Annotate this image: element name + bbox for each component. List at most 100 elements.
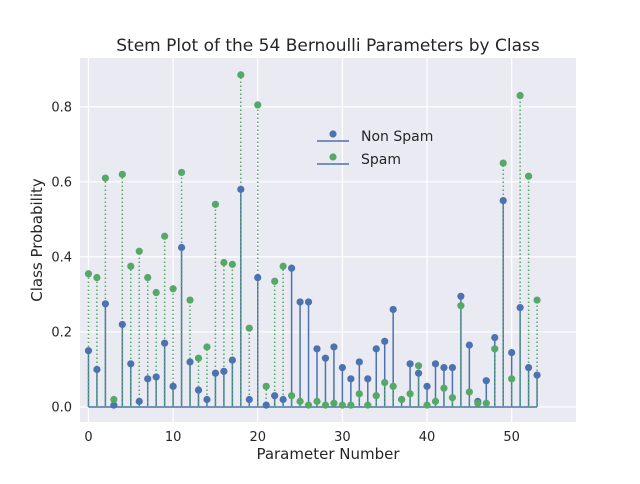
- spam-marker: [288, 392, 296, 400]
- spam-marker: [93, 273, 101, 282]
- x-tick-label: 30: [334, 430, 351, 445]
- y-axis-label: Class Probability: [28, 178, 46, 302]
- spam-marker: [465, 388, 473, 396]
- non-spam-marker: [211, 369, 220, 377]
- spam-marker: [304, 401, 313, 409]
- spam-marker: [516, 91, 524, 100]
- non-spam-marker: [338, 363, 346, 372]
- non-spam-marker: [186, 358, 194, 366]
- non-spam-marker: [304, 298, 313, 306]
- spam-marker: [211, 200, 220, 208]
- non-spam-marker: [84, 347, 93, 355]
- non-spam-marker: [262, 401, 270, 409]
- spam-marker: [508, 375, 516, 383]
- non-spam-marker: [381, 337, 389, 345]
- y-tick-label: 0.8: [51, 100, 72, 115]
- non-spam-marker: [152, 373, 160, 381]
- non-spam-marker: [135, 397, 143, 405]
- x-tick-label: 20: [249, 430, 266, 445]
- spam-marker: [355, 390, 363, 398]
- y-tick-label: 0.0: [51, 400, 72, 415]
- x-tick-label: 50: [503, 430, 520, 445]
- spam-marker: [152, 288, 160, 297]
- spam-marker: [161, 232, 169, 240]
- non-spam-marker: [347, 375, 355, 383]
- spam-marker: [491, 345, 499, 353]
- non-spam-marker: [177, 243, 186, 252]
- non-spam-marker: [161, 339, 169, 347]
- non-spam-marker: [288, 264, 296, 272]
- spam-marker: [499, 159, 507, 167]
- non-spam-marker: [414, 369, 423, 377]
- non-spam-marker: [321, 354, 330, 362]
- spam-marker: [84, 270, 93, 278]
- spam-marker: [118, 170, 126, 178]
- spam-marker: [110, 395, 118, 404]
- y-tick-label: 0.2: [51, 325, 72, 340]
- non-spam-marker: [465, 341, 473, 349]
- non-spam-marker: [457, 292, 465, 300]
- spam-marker: [347, 401, 355, 409]
- x-tick-label: 0: [84, 430, 92, 445]
- spam-marker: [262, 382, 270, 390]
- ticks-layer: 0 10 20 30 40 50 0.0 0.2 0.4 0.6 0.8: [51, 100, 520, 445]
- legend-spam-label: Spam: [361, 152, 401, 168]
- non-spam-marker: [499, 196, 507, 205]
- spam-marker: [279, 262, 287, 270]
- non-spam-marker: [508, 348, 516, 357]
- spam-marker: [203, 343, 211, 351]
- y-tick-label: 0.6: [51, 175, 72, 190]
- non-spam-marker: [491, 333, 499, 342]
- non-spam-marker: [101, 300, 109, 308]
- spam-marker: [177, 168, 186, 177]
- spam-marker: [474, 399, 482, 407]
- spam-marker: [533, 296, 541, 304]
- spam-marker: [457, 302, 465, 310]
- non-spam-marker: [355, 358, 363, 366]
- spam-marker: [254, 101, 262, 109]
- non-spam-marker: [448, 363, 457, 372]
- spam-marker: [372, 392, 380, 400]
- non-spam-marker: [194, 386, 203, 394]
- spam-marker: [414, 362, 423, 370]
- non-spam-marker: [279, 395, 287, 404]
- non-spam-marker: [423, 382, 431, 390]
- non-spam-marker: [144, 375, 152, 383]
- spam-marker: [364, 401, 372, 409]
- spam-marker: [431, 397, 440, 405]
- legend-non-spam-label: Non Spam: [361, 129, 433, 145]
- spam-marker: [313, 397, 321, 405]
- non-spam-marker: [296, 298, 304, 306]
- spam-marker: [245, 324, 253, 332]
- spam-marker: [423, 401, 431, 409]
- non-spam-marker: [313, 345, 321, 353]
- non-spam-marker: [169, 382, 177, 390]
- spam-marker: [271, 277, 279, 285]
- non-spam-marker: [364, 375, 372, 383]
- spam-marker: [135, 247, 143, 255]
- spam-marker: [406, 390, 414, 398]
- non-spam-marker: [406, 360, 414, 368]
- spam-marker: [144, 273, 152, 282]
- spam-marker: [440, 384, 448, 392]
- spam-marker: [127, 262, 135, 270]
- non-spam-marker: [220, 367, 228, 375]
- non-spam-marker: [516, 303, 524, 312]
- non-spam-marker: [389, 305, 397, 314]
- spam-marker: [321, 401, 330, 409]
- non-spam-marker: [127, 360, 135, 368]
- spam-marker: [228, 260, 236, 268]
- spam-marker: [101, 174, 109, 182]
- x-tick-label: 10: [165, 430, 182, 445]
- spam-marker: [330, 399, 338, 407]
- non-spam-marker: [372, 345, 380, 353]
- spam-marker: [237, 71, 245, 79]
- spam-marker: [389, 382, 397, 390]
- spam-marker: [169, 285, 177, 293]
- legend-entry-non-spam: Non Spam: [317, 129, 433, 145]
- non-spam-marker: [110, 401, 118, 409]
- non-spam-marker: [228, 356, 236, 364]
- legend: Non Spam Spam: [317, 129, 433, 168]
- non-spam-marker: [431, 360, 440, 368]
